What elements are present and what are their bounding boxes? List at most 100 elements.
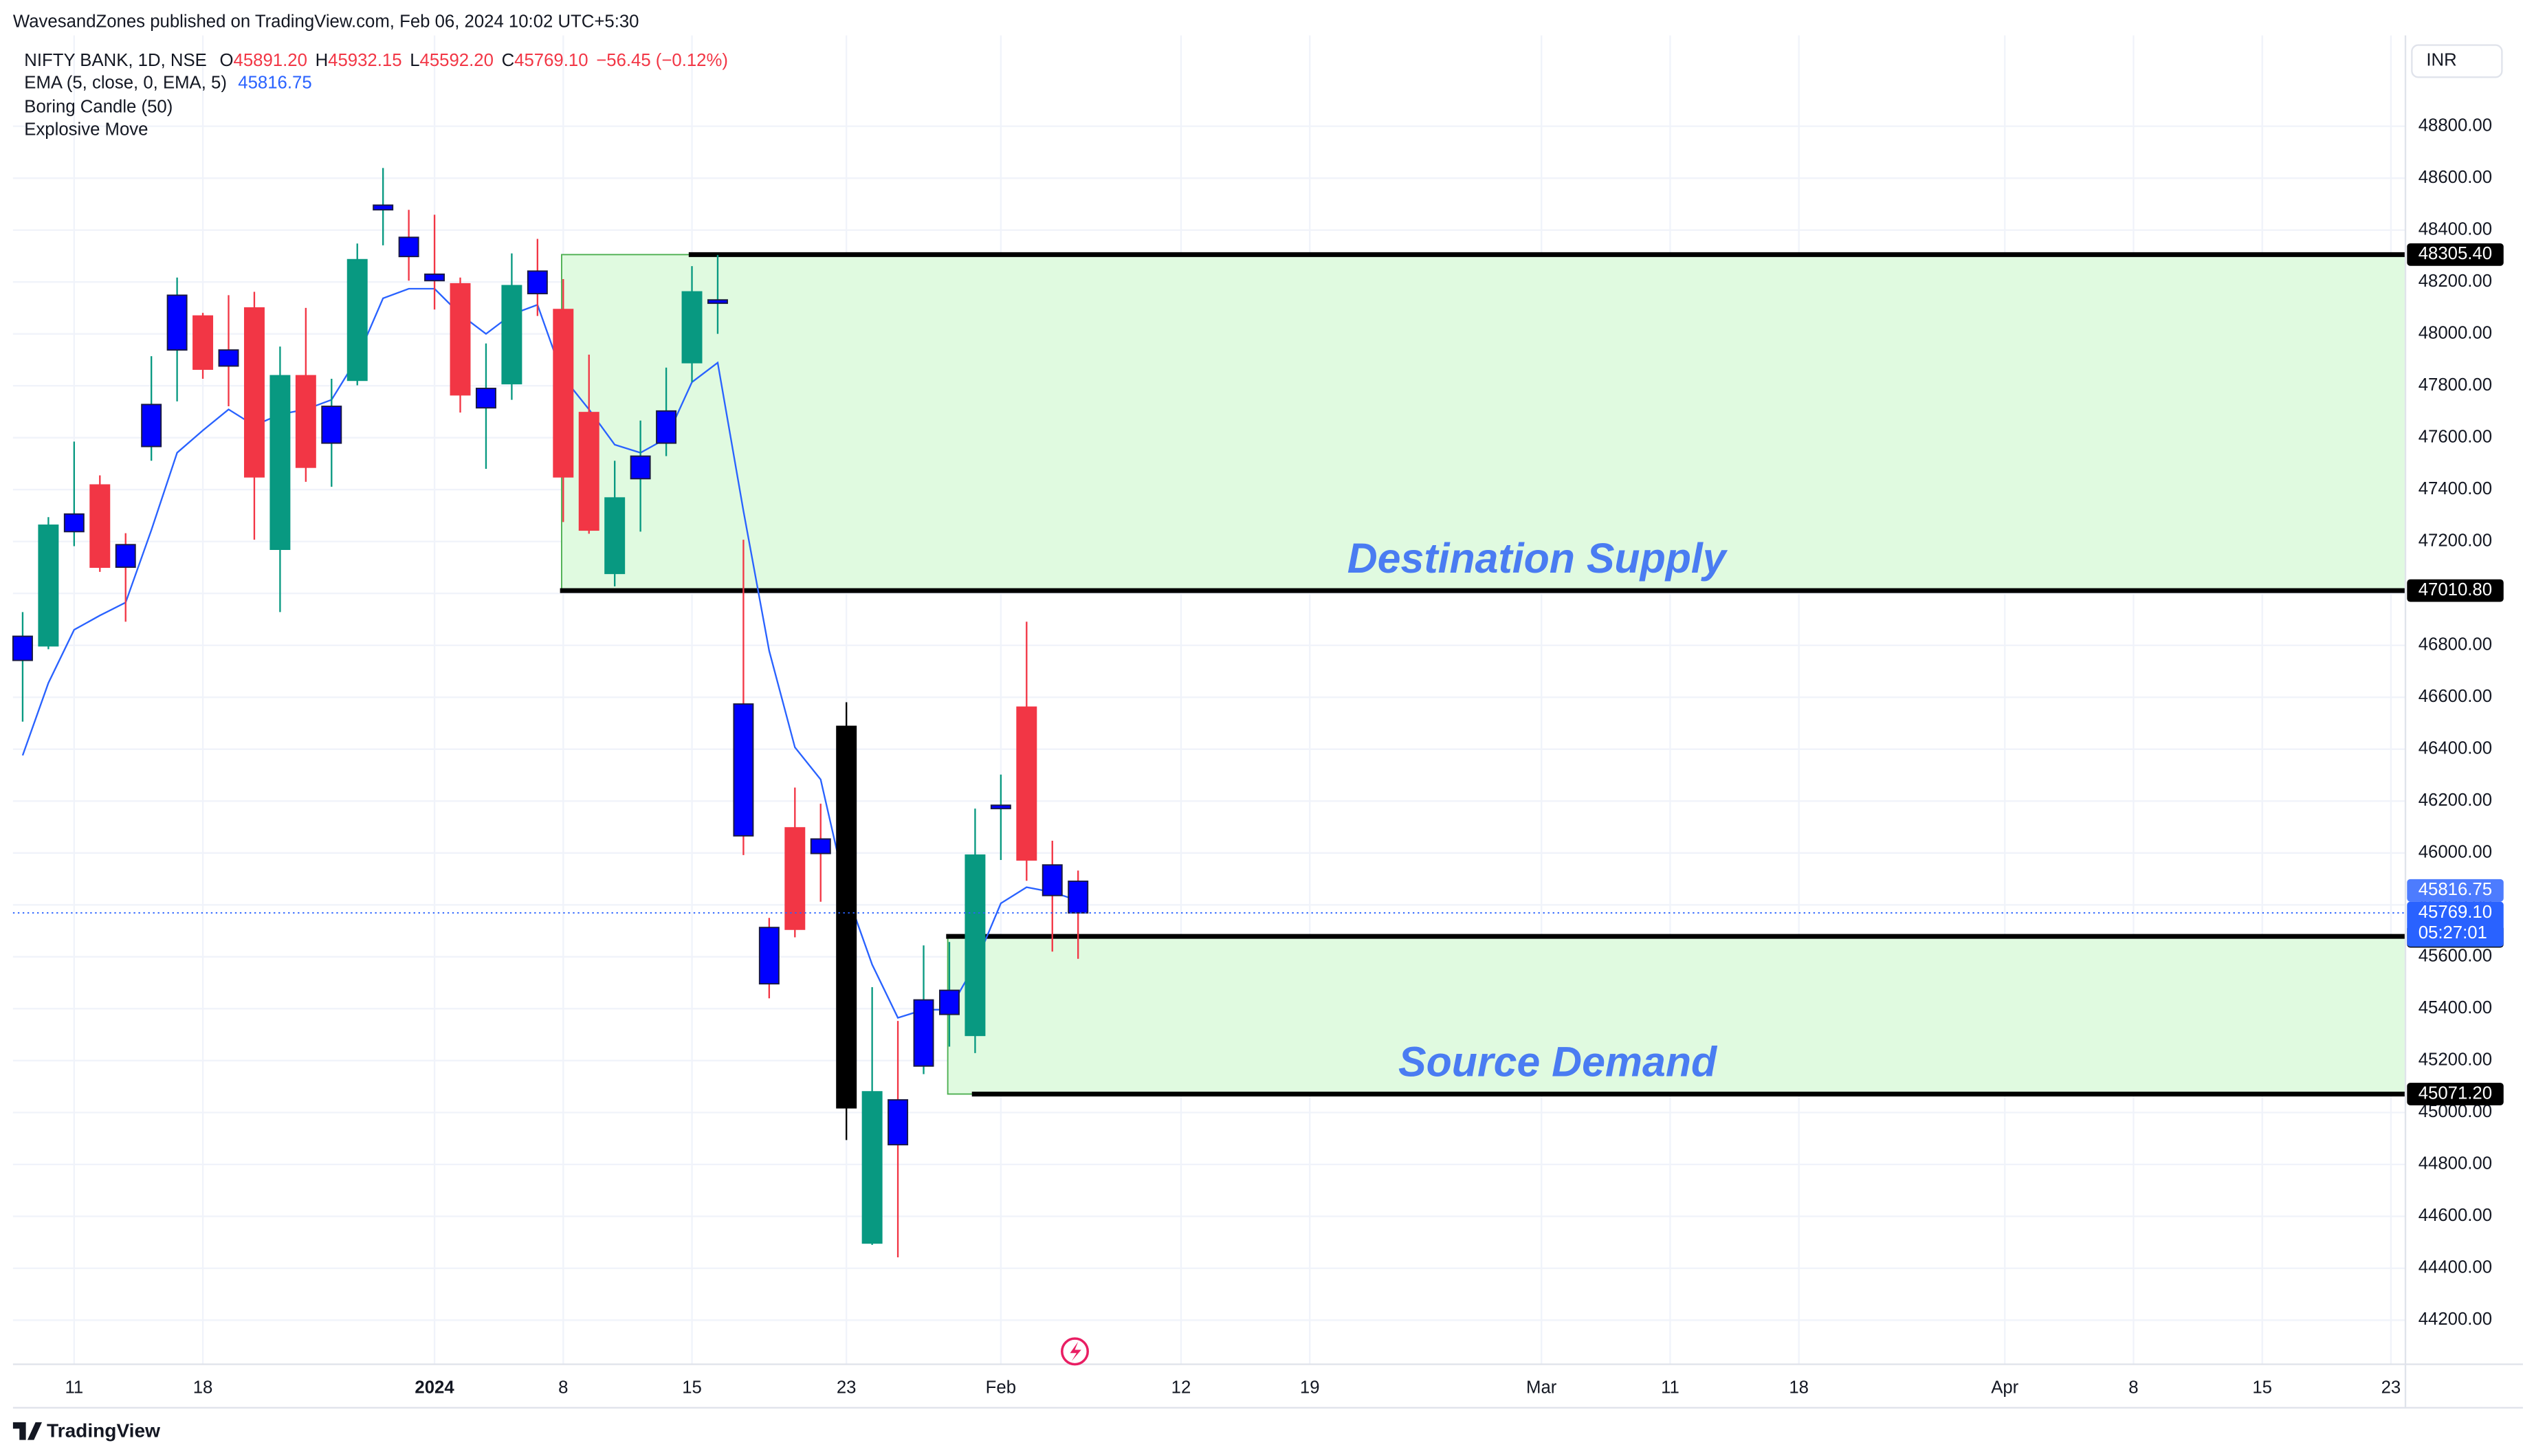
ohlc-key: H — [316, 51, 329, 70]
candle-body — [321, 406, 342, 444]
y-tick-label: 44600.00 — [2419, 1206, 2492, 1225]
price-label-box — [2407, 1083, 2504, 1105]
y-tick-label: 48600.00 — [2419, 168, 2492, 187]
y-tick-label: 46600.00 — [2419, 687, 2492, 706]
events-icon-bolt — [1070, 1341, 1081, 1361]
candle-body — [604, 497, 626, 575]
x-tick-label: 8 — [2128, 1378, 2138, 1398]
candle-body — [373, 204, 394, 211]
y-tick-label: 45400.00 — [2419, 998, 2492, 1017]
candle-body — [12, 635, 33, 661]
ohlc-key: O — [220, 51, 234, 70]
candle-body — [89, 484, 111, 569]
candle-body — [681, 291, 703, 364]
currency: INR — [2426, 51, 2456, 70]
candle-body — [115, 544, 136, 569]
y-tick-label: 47200.00 — [2419, 531, 2492, 551]
candle-body — [141, 404, 162, 448]
price-label-box — [2407, 579, 2504, 602]
change: −56.45 (−0.12%) — [596, 51, 728, 70]
candle-body — [784, 827, 806, 930]
candle-body — [965, 854, 986, 1037]
candle-body — [578, 412, 599, 531]
zone-label: Source Demand — [1398, 1038, 1718, 1085]
ohlc-key: C — [502, 51, 515, 70]
candle-body — [424, 273, 445, 282]
price-label: 47010.80 — [2419, 580, 2492, 599]
x-tick-label: 18 — [1789, 1378, 1809, 1398]
y-tick-label: 44200.00 — [2419, 1310, 2492, 1329]
ohlc-value: 45769.10 — [514, 51, 588, 70]
candle-body — [990, 804, 1011, 810]
candle-body — [810, 838, 831, 854]
x-tick-label: 19 — [1300, 1378, 1320, 1398]
x-tick-label: 11 — [65, 1378, 83, 1398]
x-tick-label: 15 — [2252, 1378, 2272, 1398]
x-tick-label: Apr — [1991, 1378, 2018, 1398]
x-tick-label: 11 — [1661, 1378, 1679, 1398]
brand-logo — [12, 1422, 43, 1440]
candle-body — [346, 258, 368, 382]
candle-body — [630, 455, 651, 480]
ema-price-label: 45816.75 — [2419, 880, 2492, 899]
y-tick-label: 46800.00 — [2419, 635, 2492, 654]
candle-body — [1042, 864, 1063, 896]
candle-body — [192, 315, 214, 370]
y-tick-label: 44400.00 — [2419, 1258, 2492, 1277]
candle-body — [656, 410, 677, 444]
candle-body — [398, 236, 419, 258]
y-tick-label: 48400.00 — [2419, 219, 2492, 239]
y-tick-label: 48200.00 — [2419, 272, 2492, 291]
candle-body — [1068, 880, 1089, 914]
events-icon[interactable] — [1061, 1337, 1089, 1366]
x-tick-label: 23 — [837, 1378, 857, 1398]
candle-body — [836, 725, 857, 1109]
x-tick-label: Feb — [986, 1378, 1016, 1398]
candle-body — [475, 388, 496, 409]
x-tick-label: 23 — [2381, 1378, 2401, 1398]
price-label: 48305.40 — [2419, 244, 2492, 263]
symbol: NIFTY BANK, 1D, NSE — [24, 51, 207, 70]
candle-body — [295, 375, 316, 468]
y-tick-label: 47400.00 — [2419, 479, 2492, 498]
indicator-legend[interactable]: Boring Candle (50) — [24, 98, 173, 117]
y-tick-label: 46200.00 — [2419, 791, 2492, 810]
x-tick-label: 15 — [682, 1378, 702, 1398]
candle-body — [218, 349, 239, 367]
indicator-value: 45816.75 — [238, 73, 311, 92]
x-tick-label: 8 — [558, 1378, 568, 1398]
legend-ohlc: NIFTY BANK, 1D, NSE O45891.20 H45932.15 L45… — [24, 51, 728, 70]
y-tick-label: 45200.00 — [2419, 1050, 2492, 1070]
currency-button[interactable] — [2411, 44, 2503, 78]
indicator-legend[interactable]: EMA (5, close, 0, EMA, 5) 45816.75 — [24, 73, 311, 92]
candle-body — [888, 1099, 909, 1146]
candle-body — [913, 999, 934, 1067]
y-tick-label: 47600.00 — [2419, 428, 2492, 447]
candle-body — [553, 309, 574, 478]
x-tick-label: 18 — [193, 1378, 213, 1398]
last-price-label: 45769.10 — [2419, 903, 2492, 922]
indicator-legend[interactable]: Explosive Move — [24, 120, 148, 139]
candle-body — [707, 299, 728, 305]
candle-body — [938, 989, 960, 1015]
ohlc-value: 45932.15 — [328, 51, 401, 70]
indicator-name: EMA (5, close, 0, EMA, 5) — [24, 73, 227, 92]
candle-body — [733, 703, 754, 837]
x-tick-label: Mar — [1526, 1378, 1557, 1398]
ohlc-value: 45592.20 — [420, 51, 494, 70]
y-tick-label: 46400.00 — [2419, 739, 2492, 758]
ema-line — [21, 287, 1079, 1019]
price-label-box — [2407, 243, 2504, 266]
candle-body — [861, 1091, 883, 1244]
x-tick-label: 12 — [1171, 1378, 1191, 1398]
price-label: 45071.20 — [2419, 1083, 2492, 1103]
zone — [561, 254, 2406, 592]
ohlc-key: L — [410, 51, 419, 70]
y-tick-label: 45600.00 — [2419, 947, 2492, 966]
candle-body — [38, 525, 59, 647]
y-tick-label: 44800.00 — [2419, 1154, 2492, 1173]
candle-body — [527, 270, 548, 295]
